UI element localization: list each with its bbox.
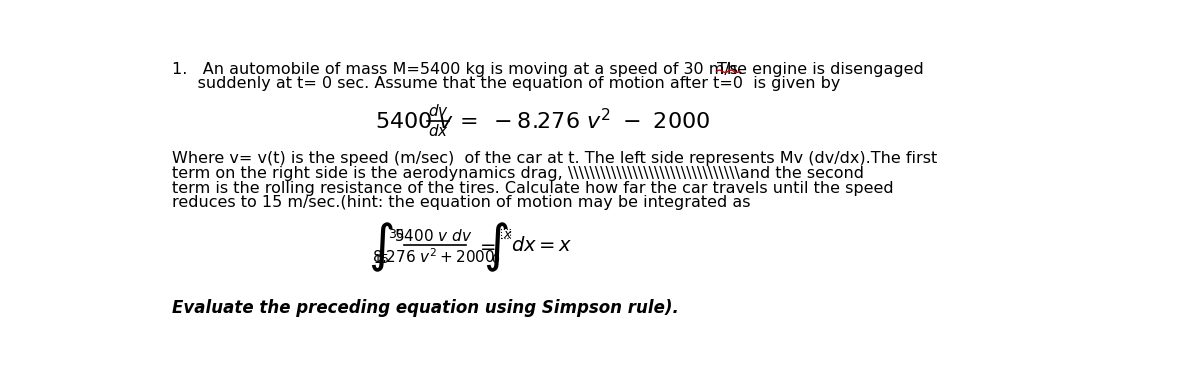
Text: $30$: $30$ xyxy=(388,228,406,241)
Text: Where v= v(t) is the speed (m/sec)  of the car at t. The left side represents Mv: Where v= v(t) is the speed (m/sec) of th… xyxy=(172,152,937,167)
Text: $dx = x$: $dx = x$ xyxy=(511,236,572,255)
Text: Evaluate the preceding equation using Simpson rule).: Evaluate the preceding equation using Si… xyxy=(172,299,678,317)
Text: $dv$: $dv$ xyxy=(428,103,449,119)
Text: $5400\ v\ dv$: $5400\ v\ dv$ xyxy=(395,228,473,244)
Text: $15$: $15$ xyxy=(373,253,390,266)
Text: The engine is disengaged: The engine is disengaged xyxy=(716,62,923,77)
Text: $0$: $0$ xyxy=(491,253,500,266)
Text: $5400\ v$: $5400\ v$ xyxy=(374,112,454,132)
Text: $\int$: $\int$ xyxy=(482,220,509,274)
Text: term is the rolling resistance of the tires. Calculate how far the car travels u: term is the rolling resistance of the ti… xyxy=(172,180,893,196)
Text: $=$: $=$ xyxy=(475,236,496,255)
Text: $dx$: $dx$ xyxy=(428,123,449,139)
Text: $=\ -8.276\ v^2\ -\ 2000$: $=\ -8.276\ v^2\ -\ 2000$ xyxy=(455,108,710,133)
Text: $\int$: $\int$ xyxy=(368,220,394,274)
Text: term on the right side is the aerodynamics drag, \\\\\\\\\\\\\\\\\\\\\\\\\\\\\\\: term on the right side is the aerodynami… xyxy=(172,166,864,181)
Text: reduces to 15 m/sec.(hint: the equation of motion may be integrated as: reduces to 15 m/sec.(hint: the equation … xyxy=(172,195,750,210)
Bar xyxy=(502,229,510,238)
Text: suddenly at t= 0 sec. Assume that the equation of motion after t=0  is given by: suddenly at t= 0 sec. Assume that the eq… xyxy=(172,76,840,91)
Text: $8.276\ v^2+2000$: $8.276\ v^2+2000$ xyxy=(372,247,496,266)
Text: $x$: $x$ xyxy=(503,228,512,241)
Text: 1.   An automobile of mass M=5400 kg is moving at a speed of 30 m/s.: 1. An automobile of mass M=5400 kg is mo… xyxy=(172,62,743,77)
